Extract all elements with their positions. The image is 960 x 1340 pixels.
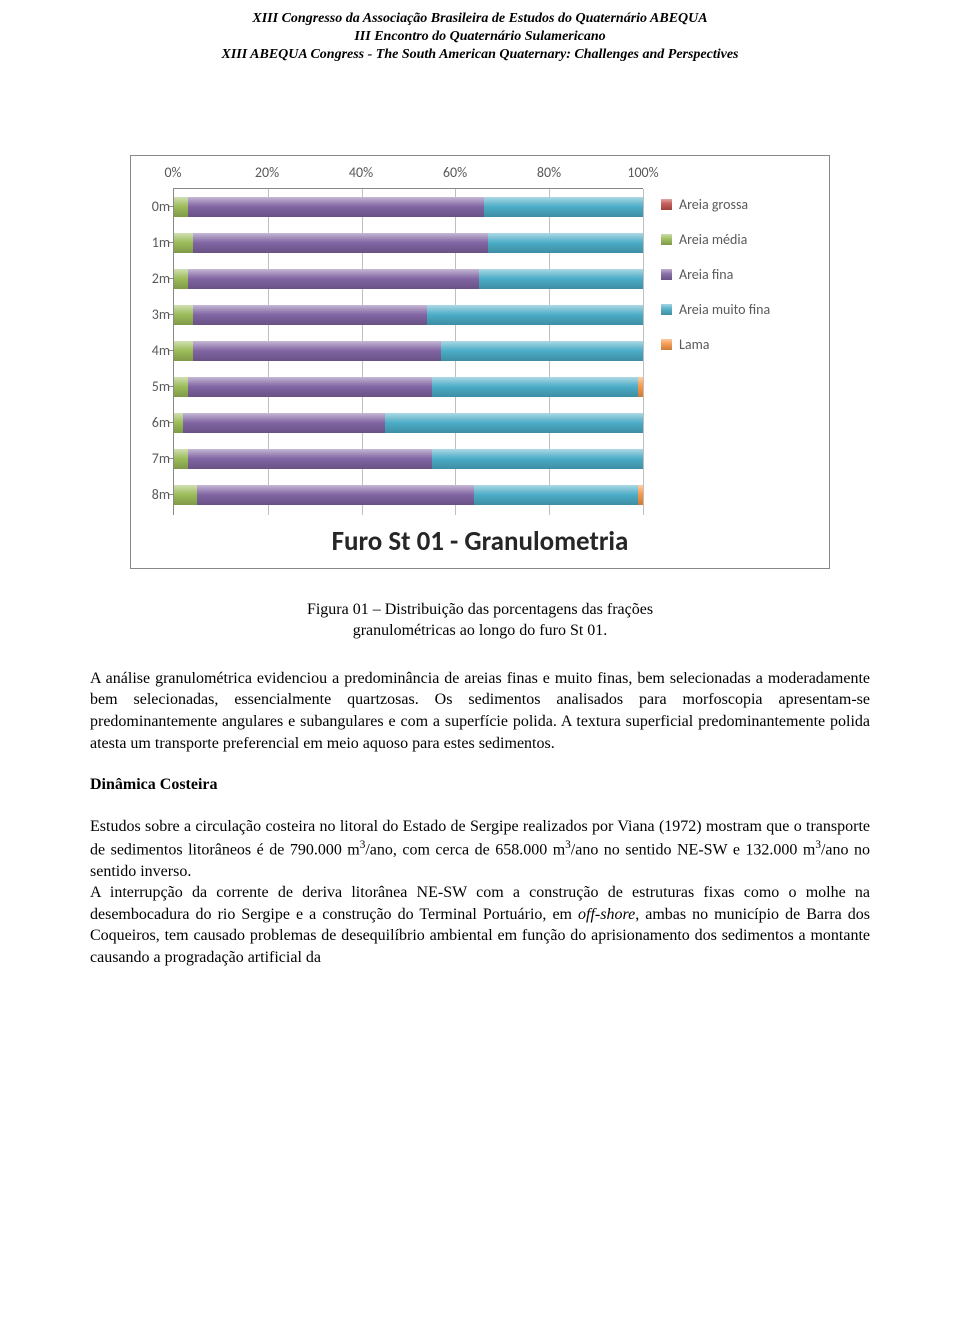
- bar-segment-areia-fina: [188, 449, 432, 469]
- bar-track: [174, 377, 643, 397]
- bar-segment-areia-media: [174, 341, 193, 361]
- legend-item: Areia muito fina: [661, 301, 821, 318]
- bar-segment-areia-fina: [193, 341, 442, 361]
- y-axis-label: 7m: [140, 450, 170, 467]
- bar-segment-areia-fina: [188, 269, 479, 289]
- bar-row: 4m: [174, 333, 643, 369]
- bar-track: [174, 197, 643, 217]
- bar-segment-areia-media: [174, 413, 183, 433]
- paragraph-2: Estudos sobre a circulação costeira no l…: [90, 816, 870, 882]
- x-tick-label: 0%: [164, 164, 181, 181]
- section-heading: Dinâmica Costeira: [90, 776, 870, 794]
- bar-segment-areia-media: [174, 449, 188, 469]
- bar-segment-areia-muito-fina: [474, 485, 638, 505]
- bar-track: [174, 341, 643, 361]
- y-axis-label: 8m: [140, 486, 170, 503]
- legend-swatch: [661, 339, 672, 350]
- legend-label: Areia grossa: [679, 196, 748, 213]
- bar-segment-areia-fina: [188, 377, 432, 397]
- bar-track: [174, 413, 643, 433]
- chart-title: Furo St 01 - Granulometria: [139, 525, 821, 558]
- y-axis-label: 5m: [140, 378, 170, 395]
- bar-segment-areia-media: [174, 233, 193, 253]
- bar-row: 2m: [174, 261, 643, 297]
- bar-row: 5m: [174, 369, 643, 405]
- chart-x-axis: 0%20%40%60%80%100%: [173, 164, 643, 186]
- paragraph-1: A análise granulométrica evidenciou a pr…: [90, 668, 870, 754]
- x-tick-label: 40%: [349, 164, 373, 181]
- x-tick-label: 60%: [443, 164, 467, 181]
- bar-segment-areia-muito-fina: [441, 341, 643, 361]
- figure-caption: Figura 01 – Distribuição das porcentagen…: [90, 599, 870, 642]
- page-header: XIII Congresso da Associação Brasileira …: [90, 10, 870, 65]
- chart-bars-area: 0m1m2m3m4m5m6m7m8m: [173, 188, 643, 515]
- x-tick-label: 20%: [255, 164, 279, 181]
- bar-segment-areia-muito-fina: [432, 377, 638, 397]
- bar-segment-areia-fina: [188, 197, 483, 217]
- header-line-1: XIII Congresso da Associação Brasileira …: [90, 10, 870, 28]
- bar-track: [174, 269, 643, 289]
- p2-part2: /ano, com cerca de 658.000 m: [365, 841, 565, 858]
- legend-item: Lama: [661, 336, 821, 353]
- legend-swatch: [661, 234, 672, 245]
- bar-row: 7m: [174, 441, 643, 477]
- legend-item: Areia média: [661, 231, 821, 248]
- y-axis-label: 6m: [140, 414, 170, 431]
- chart-legend: Areia grossa Areia média Areia fina Areia m…: [661, 164, 821, 515]
- chart-gridline: [643, 189, 644, 515]
- header-line-3: XIII ABEQUA Congress - The South America…: [90, 46, 870, 64]
- bar-segment-areia-media: [174, 269, 188, 289]
- y-axis-label: 3m: [140, 306, 170, 323]
- y-axis-label: 2m: [140, 270, 170, 287]
- figure-caption-line-2: granulométricas ao longo do furo St 01.: [353, 622, 608, 639]
- legend-label: Areia muito fina: [679, 301, 770, 318]
- legend-label: Areia média: [679, 231, 747, 248]
- bar-segment-areia-muito-fina: [479, 269, 643, 289]
- y-axis-label: 0m: [140, 198, 170, 215]
- bar-segment-areia-fina: [197, 485, 474, 505]
- p2-part3: /ano no sentido NE-SW e 132.000 m: [571, 841, 816, 858]
- legend-label: Areia fina: [679, 266, 733, 283]
- bar-segment-areia-muito-fina: [427, 305, 643, 325]
- y-axis-label: 4m: [140, 342, 170, 359]
- bar-row: 8m: [174, 477, 643, 513]
- bar-segment-areia-media: [174, 485, 197, 505]
- header-line-2: III Encontro do Quaternário Sulamericano: [90, 28, 870, 46]
- legend-swatch: [661, 304, 672, 315]
- bar-track: [174, 305, 643, 325]
- granulometry-chart: 0%20%40%60%80%100% 0m1m2m3m4m5m6m7m8m Ar…: [130, 155, 830, 569]
- bar-segment-areia-fina: [183, 413, 385, 433]
- x-tick-label: 100%: [627, 164, 658, 181]
- bar-row: 6m: [174, 405, 643, 441]
- bar-segment-areia-media: [174, 197, 188, 217]
- bar-segment-areia-muito-fina: [385, 413, 643, 433]
- bar-track: [174, 485, 643, 505]
- legend-swatch: [661, 199, 672, 210]
- paragraph-3: A interrupção da corrente de deriva lito…: [90, 882, 870, 968]
- bar-track: [174, 449, 643, 469]
- p3-italic: off-shore: [578, 906, 635, 923]
- bar-row: 3m: [174, 297, 643, 333]
- bar-segment-lama: [638, 377, 643, 397]
- bar-segment-areia-media: [174, 377, 188, 397]
- bar-segment-areia-muito-fina: [484, 197, 643, 217]
- legend-label: Lama: [679, 336, 709, 353]
- bar-row: 0m: [174, 189, 643, 225]
- legend-item: Areia grossa: [661, 196, 821, 213]
- figure-caption-line-1: Figura 01 – Distribuição das porcentagen…: [307, 601, 653, 618]
- y-axis-label: 1m: [140, 234, 170, 251]
- bar-segment-areia-muito-fina: [488, 233, 643, 253]
- bar-segment-lama: [638, 485, 643, 505]
- bar-segment-areia-fina: [193, 305, 428, 325]
- legend-item: Areia fina: [661, 266, 821, 283]
- bar-segment-areia-media: [174, 305, 193, 325]
- bar-row: 1m: [174, 225, 643, 261]
- bar-track: [174, 233, 643, 253]
- bar-segment-areia-muito-fina: [432, 449, 643, 469]
- x-tick-label: 80%: [537, 164, 561, 181]
- legend-swatch: [661, 269, 672, 280]
- bar-segment-areia-fina: [193, 233, 488, 253]
